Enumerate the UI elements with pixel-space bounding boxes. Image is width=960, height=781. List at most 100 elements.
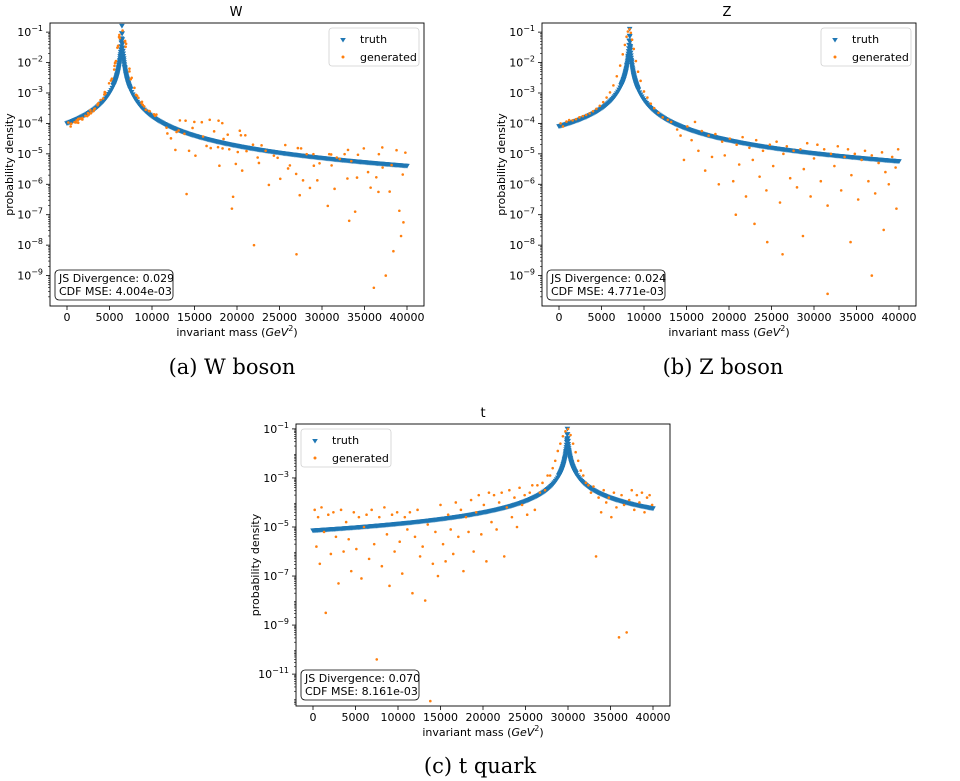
generated-point	[216, 145, 220, 149]
caption-c: (c) t quark	[424, 754, 536, 778]
generated-point	[355, 547, 358, 551]
x-tick-label: 40000	[882, 311, 917, 324]
generated-point	[477, 493, 481, 497]
generated-point	[316, 179, 319, 182]
generated-point	[388, 190, 391, 193]
legend-generated-marker	[313, 456, 317, 460]
generated-point	[472, 550, 475, 553]
x-tick-label: 5000	[588, 311, 616, 324]
caption-b: (b) Z boson	[663, 355, 784, 379]
x-axis-label: invariant mass (GeV2)	[176, 324, 297, 339]
generated-point	[485, 560, 488, 563]
generated-point	[338, 157, 342, 161]
generated-point	[579, 469, 583, 472]
x-tick-label: 0	[310, 711, 317, 724]
generated-point	[402, 221, 405, 224]
x-tick-label: 10000	[381, 711, 416, 724]
generated-point	[737, 163, 741, 166]
generated-point	[669, 120, 673, 124]
y-tick-exponent: −1	[31, 24, 43, 33]
x-tick-label: 5000	[96, 311, 124, 324]
generated-point	[201, 135, 205, 138]
legend-truth-label: truth	[332, 434, 359, 447]
generated-point	[104, 92, 107, 95]
generated-point	[578, 116, 581, 119]
generated-point	[441, 542, 445, 546]
generated-point	[107, 81, 111, 85]
generated-point	[748, 146, 751, 150]
generated-point	[380, 564, 384, 568]
truth-marker	[627, 44, 634, 49]
generated-point	[717, 182, 721, 186]
generated-point	[528, 491, 532, 494]
y-tick-exponent: −5	[523, 146, 535, 155]
x-axis-label-close: )	[293, 326, 297, 339]
generated-point	[720, 140, 724, 143]
x-axis-label-close: )	[539, 726, 543, 739]
legend-box	[820, 27, 912, 67]
generated-point	[574, 450, 577, 454]
generated-point	[895, 207, 898, 210]
generated-point	[690, 138, 693, 142]
truth-marker	[404, 163, 410, 169]
x-axis-label-text: invariant mass (	[668, 326, 757, 339]
generated-point	[329, 153, 333, 156]
y-tick-base: 10	[263, 570, 277, 583]
x-axis-label-unit: GeV	[757, 326, 781, 339]
axes-frame	[49, 22, 425, 307]
generated-point	[482, 503, 486, 507]
generated-point	[843, 155, 846, 159]
y-tick-exponent: −5	[31, 146, 43, 155]
legend-truth-marker	[340, 38, 346, 43]
truth-marker	[635, 87, 641, 93]
truth-marker	[119, 45, 126, 51]
generated-point	[312, 152, 315, 156]
generated-point	[610, 515, 613, 519]
generated-point	[421, 545, 424, 548]
generated-point	[846, 147, 850, 151]
generated-point	[81, 116, 84, 120]
generated-point	[775, 140, 778, 143]
generated-point	[76, 121, 80, 125]
generated-point	[474, 510, 478, 514]
generated-point	[700, 129, 704, 133]
y-tick-label: 10−7	[17, 207, 43, 222]
x-tick-label: 40000	[390, 311, 425, 324]
truth-marker	[119, 23, 125, 29]
generated-point	[853, 152, 857, 156]
generated-point	[703, 169, 707, 172]
y-tick-label: 10−4	[17, 115, 43, 130]
generated-point	[395, 510, 399, 514]
generated-point	[788, 176, 792, 180]
generated-point	[781, 252, 784, 256]
generated-point	[299, 147, 303, 150]
generated-point	[873, 192, 877, 195]
generated-point	[628, 27, 631, 31]
generated-point	[436, 574, 440, 578]
generated-point	[615, 506, 618, 509]
x-tick-label: 15000	[423, 711, 458, 724]
js-divergence-label: JS Divergence: 0.024	[550, 272, 666, 285]
truth-marker	[627, 34, 633, 40]
generated-point	[400, 572, 404, 575]
generated-point	[584, 481, 588, 485]
y-tick-base: 10	[509, 270, 523, 283]
generated-point	[880, 151, 884, 154]
y-tick-base: 10	[258, 668, 272, 681]
generated-point	[377, 190, 380, 194]
generated-point	[822, 147, 826, 151]
generated-point	[257, 161, 261, 165]
generated-point	[272, 154, 276, 157]
generated-point	[276, 156, 279, 160]
generated-point	[148, 109, 152, 113]
generated-point	[74, 121, 78, 124]
generated-point	[429, 699, 432, 703]
generated-point	[89, 109, 92, 112]
generated-point	[236, 150, 240, 154]
generated-point	[446, 513, 450, 517]
generated-point	[812, 157, 816, 160]
generated-point	[809, 195, 812, 198]
generated-point	[612, 84, 615, 87]
